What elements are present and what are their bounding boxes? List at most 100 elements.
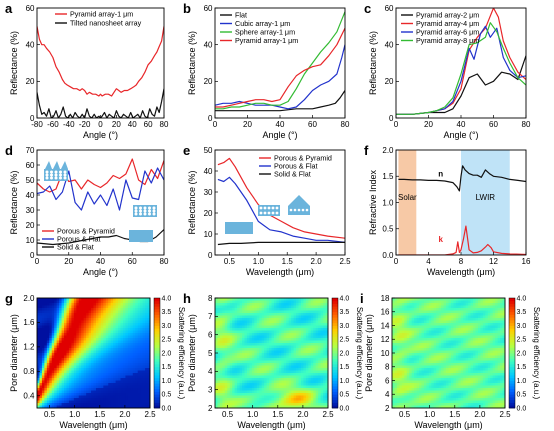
heat-cell (308, 328, 312, 331)
heat-cell (44, 365, 48, 369)
heat-cell (323, 315, 326, 319)
heat-cell (132, 405, 136, 409)
heat-cell (320, 320, 324, 324)
heat-cell (234, 308, 238, 311)
heat-cell (315, 303, 319, 306)
heat-cell (88, 298, 92, 301)
heat-cell (147, 360, 151, 364)
heat-cell (286, 320, 290, 324)
heat-cell (95, 375, 99, 379)
heat-cell (305, 368, 309, 371)
heat-cell (291, 335, 295, 339)
heat-cell (242, 303, 245, 306)
heat-cell (460, 298, 464, 301)
heat-cell (470, 315, 474, 319)
heat-cell (105, 340, 109, 344)
heat-cell (261, 393, 265, 396)
heat-cell (266, 310, 270, 314)
heat-cell (433, 300, 437, 304)
heat-cell (137, 403, 141, 406)
heat-cell (219, 318, 223, 321)
heat-cell (318, 308, 322, 311)
heat-cell (426, 320, 430, 324)
heat-cell (500, 298, 503, 301)
heat-cell (318, 350, 322, 354)
heat-cell (259, 393, 263, 396)
heat-cell (288, 358, 292, 361)
heat-cell (259, 368, 263, 371)
heat-cell (122, 365, 126, 369)
heat-cell (51, 383, 55, 386)
heat-cell (315, 300, 319, 304)
heat-cell (95, 365, 99, 369)
colorbar-swatch (332, 366, 338, 370)
heat-cell (234, 320, 238, 324)
heat-cell (251, 338, 255, 341)
heat-cell (91, 370, 94, 374)
heat-cell (229, 393, 233, 396)
heat-cell (458, 318, 462, 321)
heat-cell (303, 353, 307, 356)
heat-cell (419, 320, 422, 324)
heat-cell (458, 325, 462, 329)
heat-cell (495, 325, 499, 329)
heat-cell (222, 378, 226, 381)
heat-cell (132, 368, 136, 371)
heat-cell (215, 373, 218, 376)
colorbar-swatch (332, 311, 338, 315)
heat-cell (465, 300, 469, 304)
heat-cell (325, 405, 329, 409)
heat-cell (142, 313, 146, 316)
heat-cell (480, 315, 484, 319)
heat-cell (271, 373, 275, 376)
heat-cell (266, 340, 270, 344)
heat-cell (232, 343, 236, 346)
heat-cell (61, 310, 65, 314)
heat-cell (81, 308, 85, 311)
heat-cell (269, 325, 272, 329)
heat-cell (217, 363, 221, 366)
heat-cell (431, 310, 435, 314)
heat-cell (66, 383, 70, 386)
heat-cell (269, 338, 272, 341)
heat-cell (130, 300, 134, 304)
heat-cell (325, 330, 329, 334)
heat-cell (502, 310, 506, 314)
heat-cell (244, 390, 248, 394)
heat-cell (103, 340, 107, 344)
heat-cell (446, 303, 449, 306)
heat-cell (59, 343, 62, 346)
heat-cell (286, 308, 290, 311)
heat-cell (118, 338, 121, 341)
heat-cell (137, 320, 141, 324)
heat-cell (135, 373, 139, 376)
heat-cell (95, 390, 99, 394)
heat-cell (130, 348, 134, 351)
heat-cell (120, 370, 124, 374)
heat-cell (73, 353, 77, 356)
heat-cell (283, 333, 287, 336)
heat-cell (224, 313, 228, 316)
heat-cell (76, 348, 80, 351)
heat-cell (298, 303, 302, 306)
heat-cell (310, 370, 314, 374)
heat-cell (127, 298, 131, 301)
heat-cell (281, 350, 285, 354)
heat-cell (325, 303, 329, 306)
heat-cell (406, 298, 410, 301)
heat-cell (237, 338, 240, 341)
heat-cell (86, 333, 89, 336)
heat-cell (303, 335, 307, 339)
heat-cell (308, 395, 312, 399)
heat-cell (254, 323, 258, 326)
heat-cell (242, 310, 245, 314)
heat-cell (130, 320, 134, 324)
heat-cell (51, 340, 55, 344)
heat-cell (470, 308, 474, 311)
heat-cell (127, 323, 131, 326)
heat-cell (86, 345, 89, 349)
heat-cell (37, 300, 40, 304)
heat-cell (91, 400, 94, 404)
heat-cell (86, 398, 89, 401)
heat-cell (98, 300, 102, 304)
